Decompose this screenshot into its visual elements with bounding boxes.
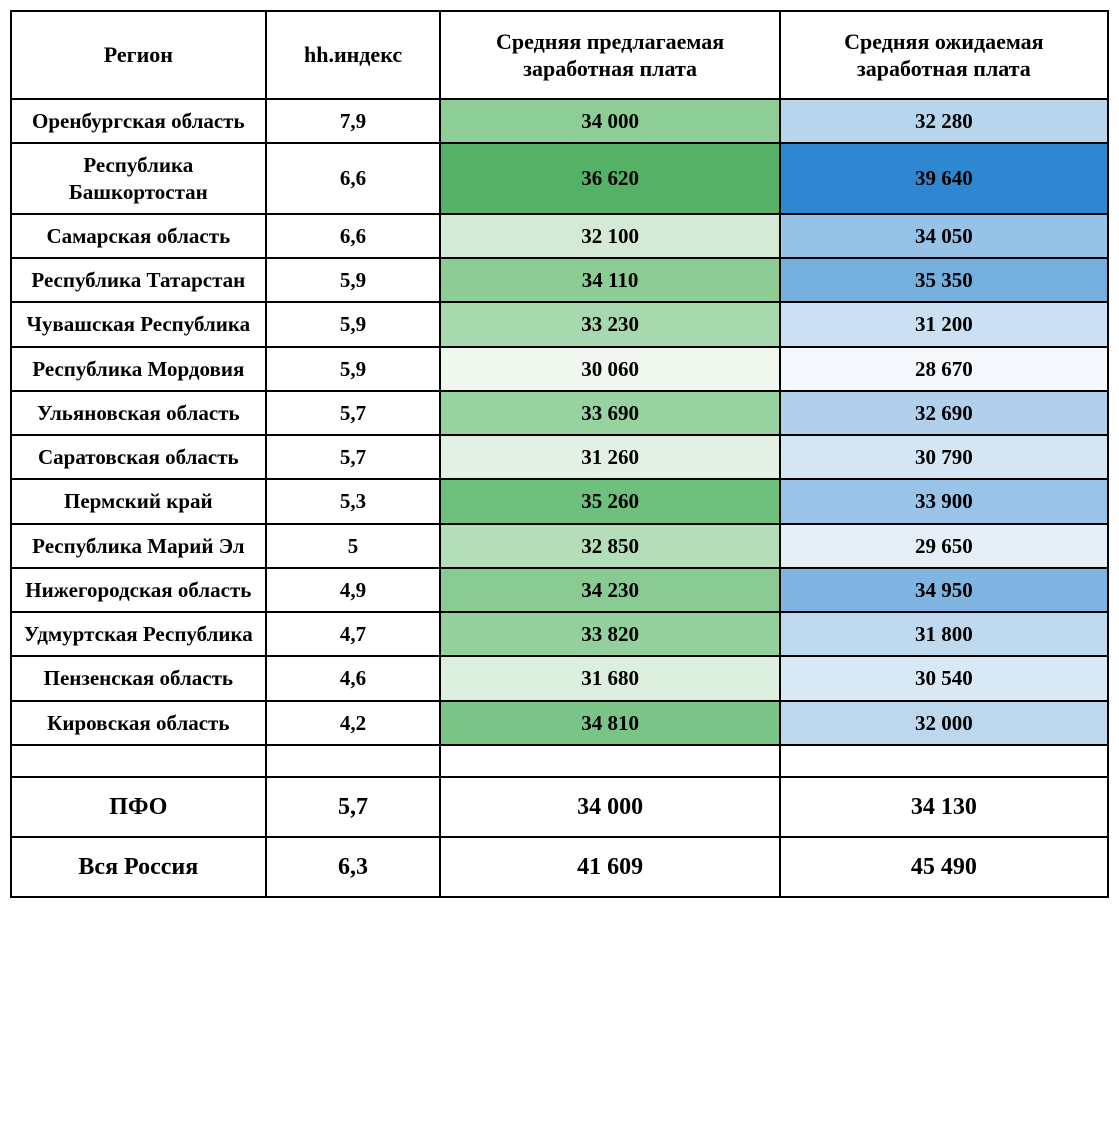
cell-index: 6,6	[266, 143, 441, 214]
cell-expected: 34 050	[780, 214, 1108, 258]
cell-offered: 34 110	[440, 258, 779, 302]
cell-region: Оренбургская область	[11, 99, 266, 143]
table-row: Республика Башкортостан6,636 62039 640	[11, 143, 1108, 214]
cell-region: Ульяновская область	[11, 391, 266, 435]
cell-region: ПФО	[11, 777, 266, 837]
cell-offered: 30 060	[440, 347, 779, 391]
table-row: Республика Мордовия5,930 06028 670	[11, 347, 1108, 391]
cell-expected: 32 280	[780, 99, 1108, 143]
cell-offered: 32 100	[440, 214, 779, 258]
cell-index: 7,9	[266, 99, 441, 143]
cell-offered: 33 820	[440, 612, 779, 656]
header-region: Регион	[11, 11, 266, 99]
table-header: Регион hh.индекс Средняя предлагаемая за…	[11, 11, 1108, 99]
cell-index: 5,3	[266, 479, 441, 523]
cell-region: Чувашская Республика	[11, 302, 266, 346]
summary-row: Вся Россия6,341 60945 490	[11, 837, 1108, 897]
table-row: Самарская область6,632 10034 050	[11, 214, 1108, 258]
cell-index: 5,7	[266, 435, 441, 479]
cell-expected: 31 800	[780, 612, 1108, 656]
cell-offered: 33 690	[440, 391, 779, 435]
cell-expected: 32 000	[780, 701, 1108, 745]
cell-expected: 28 670	[780, 347, 1108, 391]
cell-index: 6,6	[266, 214, 441, 258]
cell-offered: 34 810	[440, 701, 779, 745]
cell-region: Удмуртская Республика	[11, 612, 266, 656]
cell-offered: 41 609	[440, 837, 779, 897]
cell-region: Пермский край	[11, 479, 266, 523]
table-row: Оренбургская область7,934 00032 280	[11, 99, 1108, 143]
cell-offered: 34 000	[440, 777, 779, 837]
cell-index: 4,6	[266, 656, 441, 700]
summary-row: ПФО5,734 00034 130	[11, 777, 1108, 837]
cell-expected: 29 650	[780, 524, 1108, 568]
cell-expected: 30 790	[780, 435, 1108, 479]
cell-expected: 45 490	[780, 837, 1108, 897]
cell-region: Кировская область	[11, 701, 266, 745]
cell-expected: 31 200	[780, 302, 1108, 346]
cell-offered: 35 260	[440, 479, 779, 523]
table-row: Республика Татарстан5,934 11035 350	[11, 258, 1108, 302]
cell-offered: 32 850	[440, 524, 779, 568]
cell-index: 5,9	[266, 258, 441, 302]
cell-expected: 39 640	[780, 143, 1108, 214]
cell-expected: 30 540	[780, 656, 1108, 700]
cell-index: 4,2	[266, 701, 441, 745]
table-body: Оренбургская область7,934 00032 280Респу…	[11, 99, 1108, 897]
cell-index: 5,9	[266, 302, 441, 346]
cell-offered: 31 680	[440, 656, 779, 700]
cell-index: 4,9	[266, 568, 441, 612]
cell-index: 4,7	[266, 612, 441, 656]
cell-expected: 32 690	[780, 391, 1108, 435]
header-expected: Средняя ожидаемая заработная плата	[780, 11, 1108, 99]
table-row: Ульяновская область5,733 69032 690	[11, 391, 1108, 435]
cell-offered: 34 000	[440, 99, 779, 143]
table-row: Пермский край5,335 26033 900	[11, 479, 1108, 523]
cell-index: 5	[266, 524, 441, 568]
cell-index: 5,7	[266, 777, 441, 837]
header-index: hh.индекс	[266, 11, 441, 99]
cell-index: 5,9	[266, 347, 441, 391]
spacer-row	[11, 745, 1108, 777]
cell-expected: 35 350	[780, 258, 1108, 302]
cell-region: Республика Марий Эл	[11, 524, 266, 568]
table-row: Кировская область4,234 81032 000	[11, 701, 1108, 745]
spacer-cell	[266, 745, 441, 777]
spacer-cell	[780, 745, 1108, 777]
cell-region: Самарская область	[11, 214, 266, 258]
table-row: Пензенская область4,631 68030 540	[11, 656, 1108, 700]
cell-expected: 34 130	[780, 777, 1108, 837]
spacer-cell	[440, 745, 779, 777]
cell-offered: 33 230	[440, 302, 779, 346]
table-row: Республика Марий Эл532 85029 650	[11, 524, 1108, 568]
table-row: Саратовская область5,731 26030 790	[11, 435, 1108, 479]
cell-offered: 34 230	[440, 568, 779, 612]
cell-index: 5,7	[266, 391, 441, 435]
cell-region: Республика Мордовия	[11, 347, 266, 391]
cell-region: Саратовская область	[11, 435, 266, 479]
table-row: Удмуртская Республика4,733 82031 800	[11, 612, 1108, 656]
cell-region: Республика Татарстан	[11, 258, 266, 302]
cell-region: Республика Башкортостан	[11, 143, 266, 214]
cell-offered: 31 260	[440, 435, 779, 479]
cell-offered: 36 620	[440, 143, 779, 214]
table-row: Нижегородская область4,934 23034 950	[11, 568, 1108, 612]
cell-region: Вся Россия	[11, 837, 266, 897]
spacer-cell	[11, 745, 266, 777]
cell-expected: 34 950	[780, 568, 1108, 612]
cell-region: Пензенская область	[11, 656, 266, 700]
cell-index: 6,3	[266, 837, 441, 897]
cell-region: Нижегородская область	[11, 568, 266, 612]
table-row: Чувашская Республика5,933 23031 200	[11, 302, 1108, 346]
header-offered: Средняя предлагаемая заработная плата	[440, 11, 779, 99]
cell-expected: 33 900	[780, 479, 1108, 523]
salary-table: Регион hh.индекс Средняя предлагаемая за…	[10, 10, 1109, 898]
